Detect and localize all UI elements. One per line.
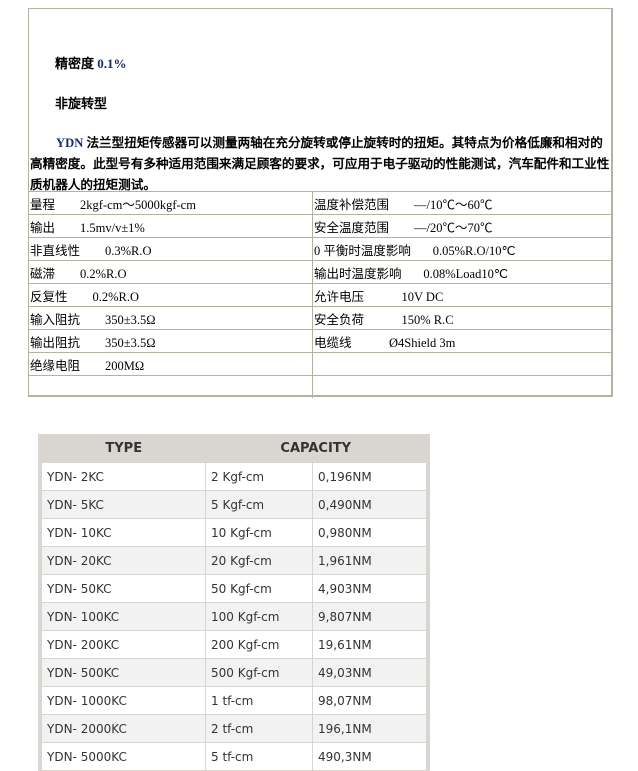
type-cell: YDN- 2000KC [42, 714, 206, 743]
kgf-cell: 5 Kgf-cm [205, 490, 313, 519]
spec-cell: 输出 1.5mv/v±1% [29, 214, 313, 238]
kgf-cell: 50 Kgf-cm [205, 574, 313, 603]
type-cell: YDN- 5000KC [42, 742, 206, 771]
spec-row: 非直线性 0.3%R.O 0 平衡时温度影响 0.05%R.O/10℃ [29, 237, 611, 261]
nm-cell: 4,903NM [312, 574, 426, 603]
nm-cell: 0,980NM [312, 518, 426, 547]
table-row: YDN- 200KC 200 Kgf-cm 19,61NM [42, 630, 426, 659]
intro-text: 法兰型扭矩传感器可以测量两轴在充分旋转或停止旋转时的扭矩。其特点为价格低廉和相对… [30, 136, 610, 192]
spec-cell: 输出阻抗 350±3.5Ω [29, 329, 313, 353]
table-row: YDN- 50KC 50 Kgf-cm 4,903NM [42, 574, 426, 603]
spec-row [29, 375, 611, 398]
type-cell: YDN- 10KC [42, 518, 206, 547]
spec-cell: 磁滞 0.2%R.O [29, 260, 313, 284]
spec-cell: 非直线性 0.3%R.O [29, 237, 313, 261]
spec-row: 量程 2kgf-cm～5000kgf-cm 温度补偿范围 —/10℃～60℃ [29, 191, 611, 215]
spec-cell: 量程 2kgf-cm～5000kgf-cm [29, 191, 313, 215]
kgf-cell: 200 Kgf-cm [205, 630, 313, 659]
kgf-cell: 5 tf-cm [205, 742, 313, 771]
precision-value: 0.1% [97, 56, 127, 71]
nm-cell: 19,61NM [312, 630, 426, 659]
spec-table: 量程 2kgf-cm～5000kgf-cm 温度补偿范围 —/10℃～60℃ 输出 … [29, 191, 611, 398]
nm-cell: 98,07NM [312, 686, 426, 715]
table-row: YDN- 100KC 100 Kgf-cm 9,807NM [42, 602, 426, 631]
kgf-cell: 1 tf-cm [205, 686, 313, 715]
table-row: YDN- 5000KC 5 tf-cm 490,3NM [42, 742, 426, 771]
spec-row: 输入阻抗 350±3.5Ω 安全负荷 150% R.C [29, 306, 611, 330]
type-cell: YDN- 500KC [42, 658, 206, 687]
type-cell: YDN- 20KC [42, 546, 206, 575]
spec-cell [312, 352, 611, 376]
kgf-cell: 20 Kgf-cm [205, 546, 313, 575]
spec-cell [312, 375, 611, 398]
intro-paragraph: YDN 法兰型扭矩传感器可以测量两轴在充分旋转或停止旋转时的扭矩。其特点为价格低… [30, 133, 610, 196]
table-row: YDN- 20KC 20 Kgf-cm 1,961NM [42, 546, 426, 575]
table-row: YDN- 2000KC 2 tf-cm 196,1NM [42, 714, 426, 743]
header-type: TYPE [42, 434, 206, 463]
spec-cell: 输出时温度影响 0.08%Load10℃ [312, 260, 611, 284]
capacity-table: TYPE CAPACITY YDN- 2KC 2 Kgf-cm 0,196NM YDN… [38, 434, 430, 771]
product-description-box: 精密度 0.1% 非旋转型 YDN 法兰型扭矩传感器可以测量两轴在充分旋转或停止… [28, 8, 613, 398]
spec-row: 绝缘电阻 200MΩ [29, 352, 611, 376]
type-cell: YDN- 50KC [42, 574, 206, 603]
spec-cell: 反复性 0.2%R.O [29, 283, 313, 307]
table-row: YDN- 5KC 5 Kgf-cm 0,490NM [42, 490, 426, 519]
nm-cell: 196,1NM [312, 714, 426, 743]
spec-cell: 电缆线 Ø4Shield 3m [312, 329, 611, 353]
spec-row: 输出 1.5mv/v±1% 安全温度范围 —/20℃～70℃ [29, 214, 611, 238]
table-row: YDN- 500KC 500 Kgf-cm 49,03NM [42, 658, 426, 687]
nm-cell: 490,3NM [312, 742, 426, 771]
type-cell: YDN- 200KC [42, 630, 206, 659]
brand-name: YDN [56, 136, 84, 150]
spec-cell: 温度补偿范围 —/10℃～60℃ [312, 191, 611, 215]
spec-cell: 绝缘电阻 200MΩ [29, 352, 313, 376]
table-row: YDN- 2KC 2 Kgf-cm 0,196NM [42, 463, 426, 491]
type-cell: YDN- 5KC [42, 490, 206, 519]
spec-cell: 输入阻抗 350±3.5Ω [29, 306, 313, 330]
spec-row: 磁滞 0.2%R.O 输出时温度影响 0.08%Load10℃ [29, 260, 611, 284]
type-label: 非旋转型 [55, 96, 108, 111]
header-capacity: CAPACITY [205, 434, 426, 463]
kgf-cell: 10 Kgf-cm [205, 518, 313, 547]
kgf-cell: 500 Kgf-cm [205, 658, 313, 687]
kgf-cell: 2 tf-cm [205, 714, 313, 743]
precision-label: 精密度 [55, 56, 98, 71]
kgf-cell: 2 Kgf-cm [205, 463, 313, 491]
spec-row: 输出阻抗 350±3.5Ω 电缆线 Ø4Shield 3m [29, 329, 611, 353]
table-row: YDN- 1000KC 1 tf-cm 98,07NM [42, 686, 426, 715]
precision-line: 精密度 0.1% [55, 53, 127, 72]
spec-cell: 安全负荷 150% R.C [312, 306, 611, 330]
type-cell: YDN- 2KC [42, 463, 206, 491]
spec-cell: 允许电压 10V DC [312, 283, 611, 307]
nm-cell: 0,490NM [312, 490, 426, 519]
type-cell: YDN- 100KC [42, 602, 206, 631]
nm-cell: 0,196NM [312, 463, 426, 491]
nm-cell: 9,807NM [312, 602, 426, 631]
spec-cell: 安全温度范围 —/20℃～70℃ [312, 214, 611, 238]
table-row: YDN- 10KC 10 Kgf-cm 0,980NM [42, 518, 426, 547]
spec-cell [29, 375, 313, 398]
spec-cell: 0 平衡时温度影响 0.05%R.O/10℃ [312, 237, 611, 261]
nm-cell: 1,961NM [312, 546, 426, 575]
type-cell: YDN- 1000KC [42, 686, 206, 715]
kgf-cell: 100 Kgf-cm [205, 602, 313, 631]
spec-row: 反复性 0.2%R.O 允许电压 10V DC [29, 283, 611, 307]
nm-cell: 49,03NM [312, 658, 426, 687]
